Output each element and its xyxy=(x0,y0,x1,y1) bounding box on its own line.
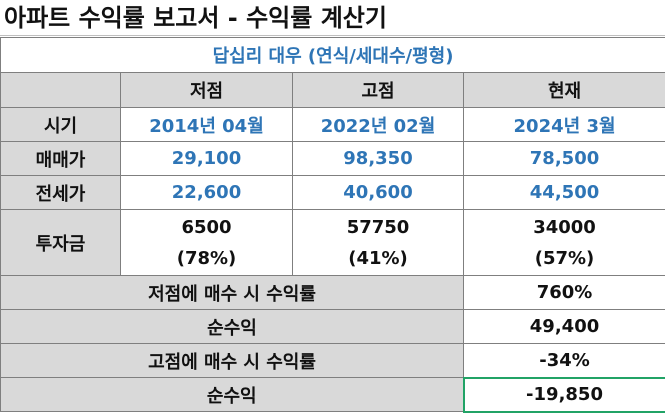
value-low-net-profit[interactable]: 49,400 xyxy=(462,309,665,344)
cell-sale-low[interactable]: 29,100 xyxy=(120,141,293,176)
subtitle-row: 답십리 대우 (연식/세대수/평형) xyxy=(0,37,665,73)
label-low-buy-return[interactable]: 저점에 매수 시 수익률 xyxy=(0,275,464,310)
value-low-buy-return[interactable]: 760% xyxy=(462,275,665,310)
investment-ratio: (41%) xyxy=(348,247,408,269)
investment-amount: 34000 xyxy=(533,216,596,238)
cell-sale-high[interactable]: 98,350 xyxy=(292,141,464,176)
calculator-table: 답십리 대우 (연식/세대수/평형) 저점 고점 현재 시기 2014년 04월… xyxy=(0,37,665,413)
row-label-sale-price[interactable]: 매매가 xyxy=(0,141,121,176)
summary-row: 순수익 49,400 xyxy=(0,309,665,344)
cell-jeonse-high[interactable]: 40,600 xyxy=(292,175,464,210)
cell-period-high[interactable]: 2022년 02월 xyxy=(292,107,464,142)
header-high-point[interactable]: 고점 xyxy=(292,72,464,108)
header-current[interactable]: 현재 xyxy=(462,72,665,108)
cell-period-low[interactable]: 2014년 04월 xyxy=(120,107,293,142)
table-row: 전세가 22,600 40,600 44,500 xyxy=(0,175,665,210)
cell-jeonse-current[interactable]: 44,500 xyxy=(462,175,665,210)
row-label-investment[interactable]: 투자금 xyxy=(0,209,121,276)
summary-row: 고점에 매수 시 수익률 -34% xyxy=(0,343,665,378)
header-row: 저점 고점 현재 xyxy=(0,72,665,108)
apartment-subtitle[interactable]: 답십리 대우 (연식/세대수/평형) xyxy=(0,37,665,73)
investment-amount: 57750 xyxy=(346,216,410,238)
summary-row: 순수익 -19,850 xyxy=(0,376,665,413)
cell-period-current[interactable]: 2024년 3월 xyxy=(462,107,665,142)
header-corner-cell[interactable] xyxy=(0,72,121,108)
label-low-net-profit[interactable]: 순수익 xyxy=(0,309,464,344)
label-high-buy-return[interactable]: 고점에 매수 시 수익률 xyxy=(0,343,464,378)
summary-row: 저점에 매수 시 수익률 760% xyxy=(0,275,665,310)
cell-investment-low[interactable]: 6500 (78%) xyxy=(120,209,293,276)
value-high-buy-return[interactable]: -34% xyxy=(462,343,665,378)
cell-investment-current[interactable]: 34000 (57%) xyxy=(462,209,665,276)
label-high-net-profit[interactable]: 순수익 xyxy=(0,377,464,412)
table-row: 투자금 6500 (78%) 57750 (41%) 34000 (57%) xyxy=(0,209,665,276)
cell-sale-current[interactable]: 78,500 xyxy=(462,141,665,176)
investment-amount: 6500 xyxy=(181,216,232,238)
table-row: 매매가 29,100 98,350 78,500 xyxy=(0,141,665,176)
row-label-jeonse-price[interactable]: 전세가 xyxy=(0,175,121,210)
value-high-net-profit-selected-cell[interactable]: -19,850 xyxy=(462,376,665,413)
investment-ratio: (57%) xyxy=(534,247,595,269)
row-label-period[interactable]: 시기 xyxy=(0,107,121,142)
header-low-point[interactable]: 저점 xyxy=(120,72,293,108)
table-row: 시기 2014년 04월 2022년 02월 2024년 3월 xyxy=(0,107,665,142)
report-title[interactable]: 아파트 수익률 보고서 - 수익률 계산기 xyxy=(0,0,665,36)
investment-ratio: (78%) xyxy=(176,247,237,269)
cell-investment-high[interactable]: 57750 (41%) xyxy=(292,209,464,276)
cell-jeonse-low[interactable]: 22,600 xyxy=(120,175,293,210)
